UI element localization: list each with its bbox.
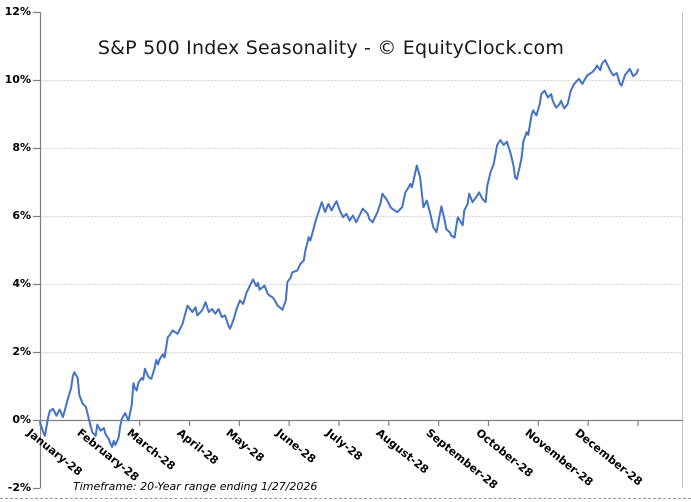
y-tick-label: 6% [12,209,31,222]
chart-title: S&P 500 Index Seasonality - © EquityCloc… [97,37,565,59]
seasonality-line [39,59,639,448]
y-tick-label: 8% [12,141,31,154]
image-bottom-border [0,498,691,499]
y-tick-label: 2% [12,345,31,358]
y-tick-label: 10% [4,73,31,86]
y-tick-label: -2% [7,481,31,494]
y-tick-label: 4% [12,277,31,290]
y-tick-label: 0% [12,413,31,426]
y-tick-label: 12% [4,5,31,18]
timeframe-note: Timeframe: 20-Year range ending 1/27/202… [73,480,318,493]
